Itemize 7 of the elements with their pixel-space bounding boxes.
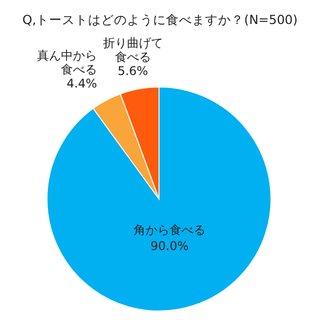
chart-title: Q,トーストはどのように食べますか？(N=500) <box>22 12 298 27</box>
slice-label: 角から食べる <box>134 222 206 237</box>
slice-label: 真ん中から食べる <box>37 48 98 76</box>
data-label: 90.0% <box>150 238 189 253</box>
data-label: 4.4% <box>66 76 98 90</box>
slice-label: 折り曲げて食べる <box>102 36 163 64</box>
data-label: 5.6% <box>118 64 148 78</box>
